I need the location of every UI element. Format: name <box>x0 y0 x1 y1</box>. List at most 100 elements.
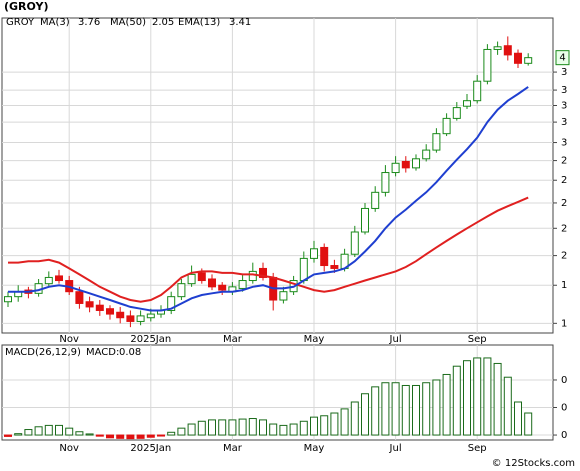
bar <box>75 431 84 436</box>
page-title: (GROY) <box>4 0 48 13</box>
x-tick-label: Nov <box>59 443 79 454</box>
candle-body <box>106 308 114 315</box>
candle-body <box>452 107 461 119</box>
candle-body <box>432 133 441 151</box>
x-tick-label: 2025Jan <box>130 443 171 454</box>
legend-name: EMA(13) <box>178 17 220 28</box>
bar <box>361 393 369 436</box>
legend-value: 0.08 <box>119 347 141 358</box>
bar <box>422 382 431 436</box>
bar <box>85 433 94 436</box>
candle-body <box>146 313 155 319</box>
bar <box>4 434 12 437</box>
candle-body <box>483 48 492 82</box>
bar <box>279 424 288 436</box>
candle-body <box>412 158 420 169</box>
y-tick-label: 2 <box>561 251 567 262</box>
bar <box>483 357 492 436</box>
legend-value: 3.76 <box>78 17 100 28</box>
legend-value: 2.05 <box>152 17 174 28</box>
bar <box>412 384 420 436</box>
candle-body <box>381 172 390 193</box>
x-tick-label: Sep <box>468 443 487 454</box>
candle-body <box>218 284 227 291</box>
candle-body <box>177 283 186 298</box>
legend-name: MA(3) <box>40 17 70 28</box>
y-tick-label: 2 <box>561 175 567 186</box>
bar <box>95 434 104 437</box>
bar <box>514 401 522 436</box>
price-tag-box <box>555 50 570 66</box>
legend-name: MA(50) <box>110 17 146 28</box>
candle-body <box>167 296 176 311</box>
candle-body <box>208 278 216 288</box>
bar <box>401 384 410 436</box>
y-tick-label: 3 <box>561 138 567 149</box>
bar <box>218 419 227 436</box>
x-tick-label: Jul <box>389 334 402 345</box>
bar <box>55 424 63 436</box>
bar <box>146 434 155 438</box>
bar <box>442 373 451 436</box>
x-tick-label: Mar <box>223 443 243 454</box>
x-tick-label: Jul <box>389 443 402 454</box>
bar <box>106 434 114 439</box>
candle-body <box>126 315 135 322</box>
candle-body <box>330 265 339 269</box>
candle-body <box>524 57 533 64</box>
y-tick-label: 2 <box>561 198 567 209</box>
bar <box>320 415 329 436</box>
candle-body <box>299 257 308 282</box>
bar <box>157 434 165 437</box>
bar <box>299 420 308 436</box>
legend-name: MACD: <box>86 347 119 358</box>
bar <box>208 419 216 436</box>
candle-body <box>187 273 196 285</box>
x-tick-label: 2025Jan <box>130 334 171 345</box>
candle-body <box>320 246 329 267</box>
candle-body <box>44 276 53 285</box>
candle-body <box>4 296 12 303</box>
bar <box>187 423 196 436</box>
candle-body <box>350 231 359 255</box>
candle-body <box>55 275 63 282</box>
candle-body <box>514 52 522 64</box>
bar <box>44 424 53 436</box>
y-tick-label: 3 <box>561 67 567 78</box>
bar <box>167 431 176 436</box>
panel-title: MACD(26,12,9) <box>5 347 81 358</box>
bar <box>177 427 186 436</box>
price-tag-label: 4 <box>559 53 565 64</box>
bar <box>65 427 74 436</box>
bar <box>248 418 257 436</box>
candle-body <box>442 117 451 135</box>
y-tick-label: 2 <box>561 156 567 167</box>
bar <box>350 401 359 436</box>
bar <box>463 360 471 436</box>
bar <box>310 416 318 436</box>
x-tick-label: Nov <box>59 334 79 345</box>
candle-body <box>361 207 369 233</box>
candle-body <box>401 160 410 169</box>
candle-body <box>463 100 471 107</box>
y-tick-label: 0 <box>561 430 567 441</box>
candle-body <box>116 311 125 319</box>
y-tick-label: 1 <box>561 318 567 329</box>
legend-symbol: GROY <box>6 17 35 28</box>
candle-body <box>136 315 145 322</box>
y-tick-label: 0 <box>561 403 567 414</box>
x-tick-label: May <box>304 334 325 345</box>
bar <box>330 412 339 436</box>
line-series <box>8 196 529 303</box>
candle-body <box>75 291 84 304</box>
bar <box>197 420 206 436</box>
candle-body <box>259 267 267 278</box>
bar <box>524 412 533 436</box>
bar <box>391 382 400 436</box>
bar <box>289 423 298 436</box>
y-tick-label: 3 <box>561 101 567 112</box>
bar <box>340 408 349 436</box>
bar <box>473 357 482 436</box>
